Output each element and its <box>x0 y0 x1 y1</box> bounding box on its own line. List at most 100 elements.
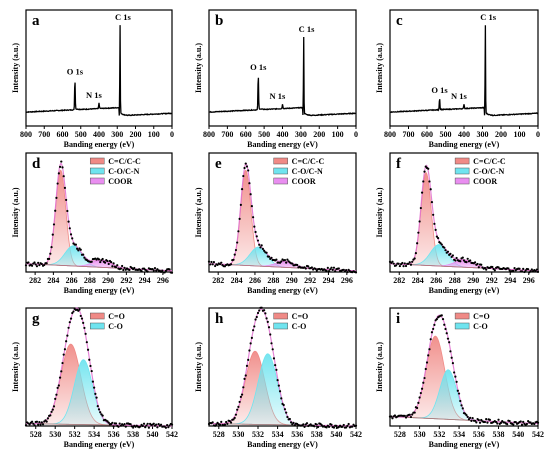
x-tick-label: 542 <box>532 430 544 439</box>
legend-label: C-O <box>292 322 307 331</box>
raw-data-point <box>403 414 406 417</box>
raw-data-point <box>153 266 157 270</box>
raw-data-point <box>522 267 525 270</box>
raw-data-point <box>395 264 398 267</box>
raw-data-point <box>474 261 477 264</box>
raw-data-point <box>450 356 453 359</box>
x-tick-label: 538 <box>127 430 139 439</box>
raw-data-point <box>57 172 60 175</box>
raw-data-point <box>486 421 489 424</box>
legend-swatch <box>454 322 470 330</box>
raw-data-point <box>346 271 349 274</box>
raw-data-point <box>242 174 245 178</box>
x-tick-label: 290 <box>286 276 298 285</box>
x-tick-label: 800 <box>384 130 396 139</box>
x-axis-title: Banding energy (eV) <box>247 140 318 149</box>
raw-data-point <box>522 420 525 423</box>
raw-data-point <box>229 263 233 266</box>
x-tick-label: 500 <box>440 130 452 139</box>
raw-data-point <box>351 425 354 428</box>
raw-data-point <box>223 423 227 426</box>
raw-data-point <box>446 337 450 340</box>
x-tick-label: 528 <box>394 430 406 439</box>
raw-data-point <box>397 262 400 265</box>
legend-label: C=O <box>292 312 309 321</box>
raw-data-point <box>390 415 393 418</box>
raw-data-point <box>211 421 214 424</box>
legend-swatch <box>454 177 470 185</box>
panel-letter: a <box>32 13 40 29</box>
panel-letter: h <box>215 311 224 327</box>
raw-data-point <box>332 266 336 269</box>
raw-data-point <box>474 419 477 422</box>
y-axis-title: Intensity (a.u.) <box>11 43 20 93</box>
x-tick-label: 292 <box>486 276 498 285</box>
raw-data-point <box>430 331 434 334</box>
raw-data-point <box>414 252 417 255</box>
raw-data-point <box>27 261 30 264</box>
raw-data-point <box>244 162 247 165</box>
raw-data-point <box>72 310 75 313</box>
peak-label: C 1s <box>480 12 497 22</box>
raw-data-point <box>52 405 56 408</box>
raw-data-point <box>142 422 146 425</box>
raw-data-point <box>330 266 333 269</box>
raw-data-point <box>84 332 87 335</box>
x-axis-title: Banding energy (eV) <box>64 140 135 149</box>
raw-data-point <box>51 408 54 411</box>
raw-data-point <box>332 426 336 429</box>
raw-data-point <box>35 265 39 268</box>
raw-data-point <box>66 334 69 337</box>
panel-g: 528 530 532 534 536 538 540 542 Banding energy (… <box>11 307 178 449</box>
raw-data-point <box>28 423 31 426</box>
raw-data-point <box>453 371 456 374</box>
raw-data-point <box>119 424 122 427</box>
raw-data-point <box>305 422 309 425</box>
component-area <box>25 169 173 272</box>
raw-data-point <box>45 262 48 265</box>
legend-label: C=O <box>473 312 490 321</box>
peak-label: N 1s <box>451 91 468 101</box>
raw-data-point <box>67 326 70 329</box>
plot-frame <box>389 152 539 273</box>
raw-data-point <box>50 246 53 249</box>
legend-label: C=C/C-C <box>108 157 141 166</box>
raw-data-point <box>52 223 56 226</box>
legend-label: C=C/C-C <box>473 157 506 166</box>
raw-data-point <box>398 264 401 268</box>
raw-data-point <box>430 201 434 204</box>
raw-data-point <box>164 269 168 272</box>
raw-data-point <box>413 257 416 260</box>
raw-data-point <box>76 247 79 250</box>
raw-data-point <box>55 393 58 396</box>
x-axis-title: Banding energy (eV) <box>429 440 500 449</box>
raw-data-point <box>67 220 70 223</box>
raw-data-point <box>161 269 164 272</box>
raw-data-point <box>249 342 252 345</box>
raw-data-point <box>254 318 257 321</box>
x-tick-label: 100 <box>332 130 344 139</box>
x-tick-label: 296 <box>341 276 353 285</box>
raw-data-point <box>232 258 235 261</box>
x-tick-label: 530 <box>414 430 426 439</box>
raw-data-point <box>296 263 299 267</box>
x-tick-label: 300 <box>477 130 489 139</box>
raw-data-point <box>37 261 40 264</box>
legend-swatch <box>89 312 105 320</box>
y-axis-title: Intensity (a.u.) <box>11 342 20 392</box>
panel-letter: d <box>32 156 41 172</box>
raw-data-point <box>62 175 65 178</box>
raw-data-point <box>259 246 262 249</box>
raw-data-point <box>455 380 458 383</box>
raw-data-point <box>35 420 39 423</box>
raw-data-point <box>536 270 540 273</box>
raw-data-point <box>207 260 211 263</box>
panel-letter: b <box>215 13 223 29</box>
raw-data-point <box>416 406 419 410</box>
raw-data-point <box>443 323 446 326</box>
raw-data-point <box>212 261 215 264</box>
raw-data-point <box>403 262 406 265</box>
raw-data-point <box>529 270 532 273</box>
panel-e: 282 284 286 288 290 292 294 296 Banding energy (… <box>194 152 358 295</box>
raw-data-point <box>170 271 174 274</box>
